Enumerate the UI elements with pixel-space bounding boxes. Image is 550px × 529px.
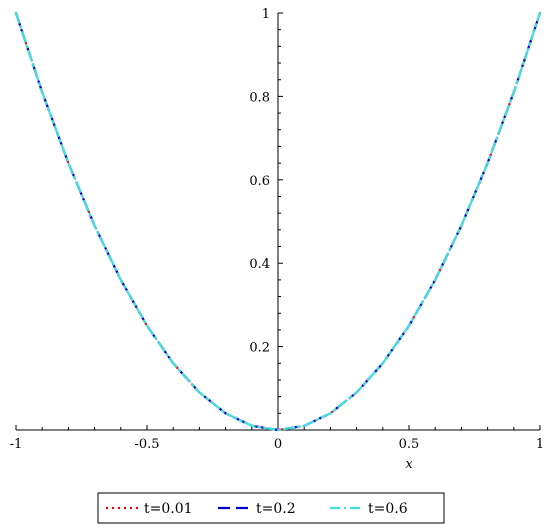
x-tick-label: 1 — [536, 437, 544, 452]
axes: -1 -0.5 0 0.5 1 0.2 0.4 0.6 0.8 1 x — [10, 7, 544, 472]
y-tick-label: 0.2 — [249, 341, 270, 356]
x-tick-label: -1 — [10, 437, 23, 452]
legend-label: t=0.6 — [368, 501, 408, 517]
x-tick-label: 0 — [274, 437, 282, 452]
y-tick-label: 0.6 — [249, 174, 270, 189]
y-ticks: 0.2 0.4 0.6 0.8 1 — [249, 7, 283, 414]
legend-label: t=0.2 — [256, 501, 296, 517]
legend-items: t=0.01 t=0.2 t=0.6 — [106, 501, 408, 517]
x-tick-label: -0.5 — [134, 437, 159, 452]
legend-label: t=0.01 — [144, 501, 193, 517]
y-tick-label: 0.4 — [249, 257, 270, 272]
series-line-t-0-6 — [14, 11, 542, 432]
legend: t=0.01 t=0.2 t=0.6 — [97, 492, 445, 524]
y-tick-label: 1 — [262, 7, 270, 22]
series-layer — [14, 11, 542, 432]
x-axis-title: x — [405, 457, 413, 472]
x-ticks: -1 -0.5 0 0.5 1 — [10, 425, 544, 452]
y-tick-label: 0.8 — [249, 90, 270, 105]
legend-box — [97, 492, 445, 524]
x-tick-label: 0.5 — [399, 437, 420, 452]
